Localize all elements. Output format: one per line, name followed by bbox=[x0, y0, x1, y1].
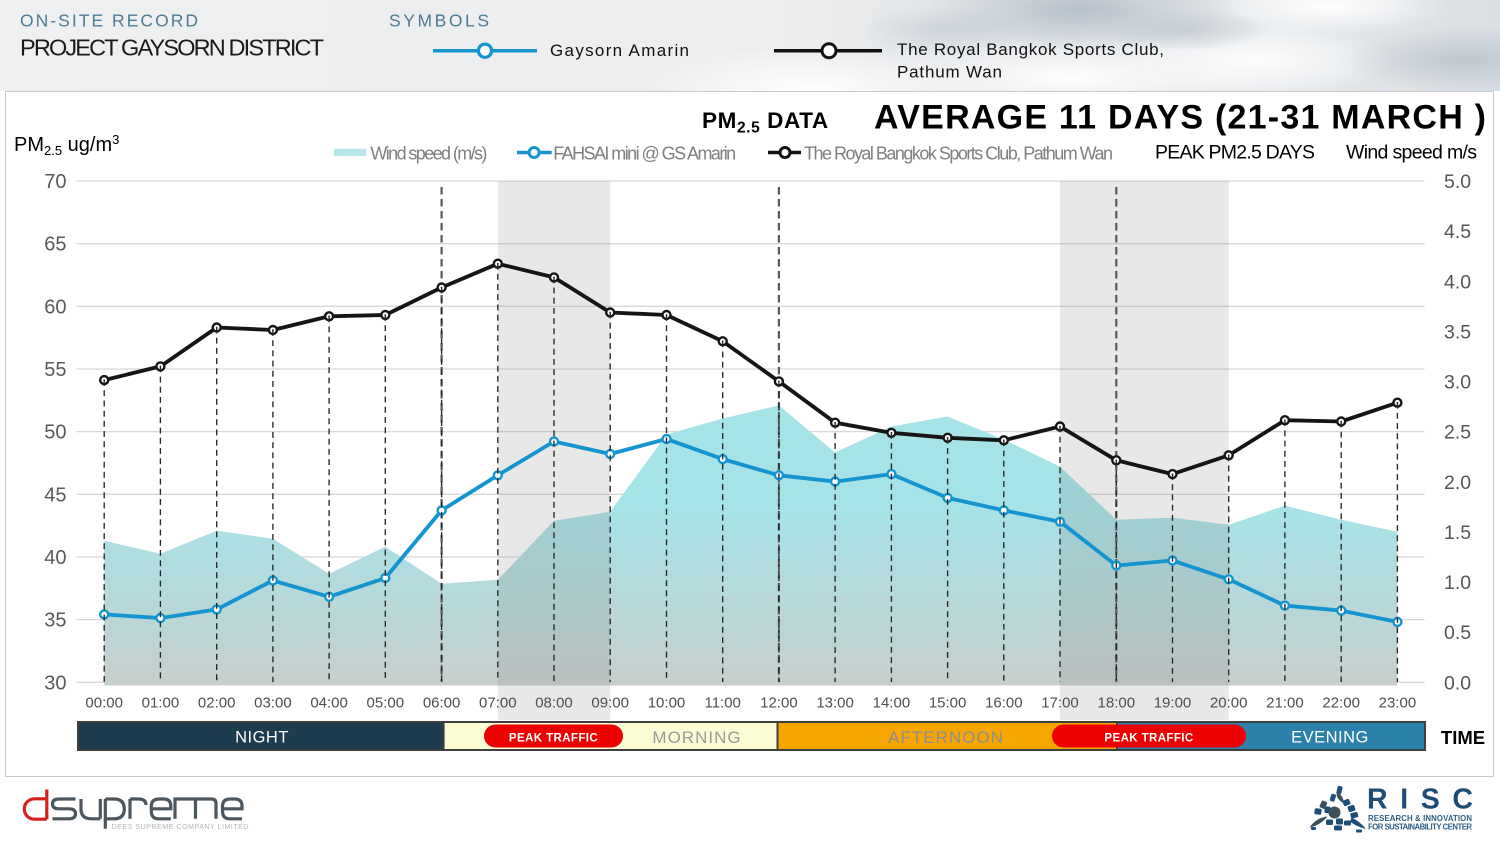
svg-text:3.0: 3.0 bbox=[1444, 372, 1471, 394]
svg-text:0.5: 0.5 bbox=[1444, 622, 1471, 644]
svg-text:13:00: 13:00 bbox=[816, 695, 854, 712]
svg-text:19:00: 19:00 bbox=[1154, 695, 1192, 712]
svg-text:00:00: 00:00 bbox=[85, 695, 123, 712]
svg-text:AFTERNOON: AFTERNOON bbox=[888, 728, 1004, 747]
svg-text:Pathum Wan: Pathum Wan bbox=[897, 63, 1002, 82]
svg-text:08:00: 08:00 bbox=[535, 695, 573, 712]
svg-text:PM2.5 ug/m3: PM2.5 ug/m3 bbox=[14, 132, 119, 158]
svg-text:DEES SUPREME COMPANY LIMITED: DEES SUPREME COMPANY LIMITED bbox=[112, 822, 249, 831]
svg-text:RESEARCH & INNOVATION: RESEARCH & INNOVATION bbox=[1368, 814, 1472, 823]
svg-text:60: 60 bbox=[44, 296, 66, 318]
svg-text:NIGHT: NIGHT bbox=[235, 729, 289, 747]
svg-text:01:00: 01:00 bbox=[142, 695, 180, 712]
svg-text:45: 45 bbox=[44, 484, 66, 506]
svg-text:30: 30 bbox=[44, 672, 66, 694]
svg-text:PROJECT GAYSORN DISTRICT: PROJECT GAYSORN DISTRICT bbox=[20, 35, 324, 61]
svg-text:PEAK PM2.5 DAYS: PEAK PM2.5 DAYS bbox=[1155, 141, 1315, 163]
svg-text:17:00: 17:00 bbox=[1041, 695, 1079, 712]
svg-text:14:00: 14:00 bbox=[873, 695, 911, 712]
svg-text:02:00: 02:00 bbox=[198, 695, 236, 712]
svg-text:18:00: 18:00 bbox=[1098, 695, 1136, 712]
svg-text:12:00: 12:00 bbox=[760, 695, 798, 712]
svg-text:AVERAGE 11 DAYS (21-31 MARCH ): AVERAGE 11 DAYS (21-31 MARCH ) bbox=[874, 99, 1486, 137]
svg-text:55: 55 bbox=[44, 359, 66, 381]
svg-text:15:00: 15:00 bbox=[929, 695, 967, 712]
svg-text:65: 65 bbox=[44, 234, 66, 256]
svg-text:TIME: TIME bbox=[1441, 727, 1485, 748]
svg-text:23:00: 23:00 bbox=[1379, 695, 1417, 712]
svg-text:5.0: 5.0 bbox=[1444, 171, 1471, 193]
svg-text:4.5: 4.5 bbox=[1444, 221, 1471, 243]
svg-text:0.0: 0.0 bbox=[1444, 672, 1471, 694]
svg-text:The Royal Bangkok Sports Club,: The Royal Bangkok Sports Club, Pathum Wa… bbox=[804, 144, 1113, 164]
svg-text:04:00: 04:00 bbox=[310, 695, 348, 712]
svg-text:2.5: 2.5 bbox=[1444, 422, 1471, 444]
svg-text:40: 40 bbox=[44, 547, 66, 569]
svg-text:The Royal Bangkok Sports Club,: The Royal Bangkok Sports Club, bbox=[897, 40, 1164, 59]
svg-text:ON-SITE RECORD: ON-SITE RECORD bbox=[20, 10, 198, 30]
svg-text:10:00: 10:00 bbox=[648, 695, 686, 712]
svg-text:21:00: 21:00 bbox=[1266, 695, 1304, 712]
svg-text:PEAK TRAFFIC: PEAK TRAFFIC bbox=[509, 733, 598, 745]
svg-text:PEAK TRAFFIC: PEAK TRAFFIC bbox=[1104, 733, 1193, 745]
svg-text:22:00: 22:00 bbox=[1322, 695, 1360, 712]
svg-text:70: 70 bbox=[44, 171, 66, 193]
svg-text:PM2.5 DATA: PM2.5 DATA bbox=[702, 108, 829, 137]
svg-text:EVENING: EVENING bbox=[1291, 729, 1369, 747]
svg-text:06:00: 06:00 bbox=[423, 695, 461, 712]
svg-text:2.0: 2.0 bbox=[1444, 472, 1471, 494]
svg-text:35: 35 bbox=[44, 610, 66, 632]
svg-text:11:00: 11:00 bbox=[704, 695, 740, 712]
svg-text:4.0: 4.0 bbox=[1444, 271, 1471, 293]
svg-text:Gaysorn Amarin: Gaysorn Amarin bbox=[550, 41, 689, 60]
svg-text:05:00: 05:00 bbox=[367, 695, 405, 712]
svg-text:RISC: RISC bbox=[1367, 784, 1473, 816]
svg-text:FAHSAI mini @ GS Amarin: FAHSAI mini @ GS Amarin bbox=[553, 144, 736, 164]
svg-text:FOR SUSTAINABILITY CENTER: FOR SUSTAINABILITY CENTER bbox=[1368, 823, 1472, 832]
svg-text:1.5: 1.5 bbox=[1444, 522, 1471, 544]
svg-text:03:00: 03:00 bbox=[254, 695, 292, 712]
svg-text:3.5: 3.5 bbox=[1444, 321, 1471, 343]
svg-text:1.0: 1.0 bbox=[1444, 572, 1471, 594]
svg-text:50: 50 bbox=[44, 422, 66, 444]
svg-text:MORNING: MORNING bbox=[652, 728, 741, 747]
svg-text:16:00: 16:00 bbox=[985, 695, 1023, 712]
svg-text:09:00: 09:00 bbox=[591, 695, 629, 712]
svg-text:Wind speed m/s: Wind speed m/s bbox=[1346, 141, 1477, 163]
svg-text:07:00: 07:00 bbox=[479, 695, 517, 712]
svg-text:Wind speed (m/s): Wind speed (m/s) bbox=[370, 144, 487, 164]
svg-text:SYMBOLS: SYMBOLS bbox=[389, 10, 489, 30]
svg-text:20:00: 20:00 bbox=[1210, 695, 1248, 712]
